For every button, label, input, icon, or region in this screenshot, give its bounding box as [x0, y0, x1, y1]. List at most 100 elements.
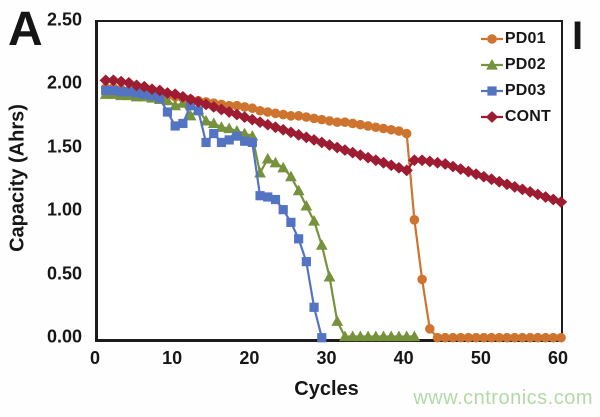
data-point-marker	[116, 87, 126, 97]
data-point-marker	[285, 170, 297, 182]
legend-item-pd03: PD03	[480, 79, 551, 103]
data-point-marker	[347, 118, 358, 129]
data-point-marker	[339, 330, 351, 342]
data-point-marker	[523, 186, 537, 198]
data-point-marker	[531, 188, 545, 201]
data-point-marker	[554, 196, 568, 208]
data-point-marker	[262, 107, 273, 117]
data-point-marker	[431, 156, 444, 169]
y-tick-label: 0.50	[46, 263, 82, 284]
data-point-marker	[385, 330, 398, 342]
legend-item-pd01: PD01	[480, 27, 551, 51]
x-tick-label: 30	[316, 348, 337, 368]
data-point-marker	[255, 191, 265, 201]
data-point-marker	[400, 330, 413, 342]
data-point-marker	[361, 151, 375, 164]
data-point-marker	[315, 239, 328, 250]
data-point-marker	[114, 75, 128, 88]
data-point-marker	[487, 86, 497, 96]
watermark-text: www.cntronics.com	[413, 387, 593, 409]
data-point-marker	[386, 124, 397, 135]
data-point-marker	[485, 58, 498, 70]
diamond-marker-icon	[480, 111, 503, 123]
data-point-marker	[516, 183, 529, 196]
data-point-marker	[417, 274, 427, 285]
data-point-marker	[323, 270, 336, 282]
data-point-marker	[469, 168, 483, 181]
data-point-marker	[294, 234, 304, 244]
y-tick-label: 2.00	[46, 72, 82, 93]
data-point-marker	[301, 257, 311, 267]
data-point-marker	[240, 136, 250, 146]
legend-item-pd02: PD02	[480, 53, 551, 77]
cropped-letter-mark: I	[572, 14, 584, 58]
data-point-marker	[269, 156, 282, 168]
data-point-marker	[145, 83, 159, 96]
data-point-marker	[200, 114, 212, 126]
data-point-marker	[278, 109, 289, 120]
data-point-marker	[286, 217, 296, 227]
x-tick-label: 40	[393, 348, 414, 368]
data-point-marker	[308, 215, 320, 226]
x-tick-label: 50	[470, 348, 491, 368]
x-tick-label: 0	[89, 348, 101, 368]
data-point-marker	[207, 117, 220, 129]
chart-series-canvas	[99, 74, 568, 343]
data-point-marker	[556, 332, 566, 343]
legend-item-cont: CONT	[480, 105, 551, 129]
data-point-marker	[193, 106, 203, 116]
data-point-marker	[162, 107, 173, 117]
data-point-marker	[370, 122, 381, 133]
data-point-marker	[401, 128, 412, 139]
legend-label: PD03	[504, 82, 546, 99]
data-point-marker	[223, 122, 236, 134]
data-point-marker	[247, 137, 257, 148]
data-point-marker	[239, 102, 250, 112]
data-point-marker	[124, 87, 134, 97]
data-point-marker	[261, 152, 274, 164]
legend-label: PD01	[504, 30, 546, 47]
data-point-marker	[355, 119, 366, 130]
data-point-marker	[224, 135, 234, 145]
data-point-marker	[425, 324, 435, 334]
y-tick-label: 1.00	[46, 199, 82, 220]
data-point-marker	[293, 111, 304, 121]
data-point-marker	[317, 333, 327, 343]
x-tick-label: 20	[239, 348, 260, 368]
data-point-marker	[292, 184, 305, 196]
data-point-marker	[354, 149, 367, 161]
data-point-marker	[215, 121, 228, 132]
data-point-marker	[170, 121, 180, 131]
data-point-marker	[161, 87, 174, 99]
data-point-marker	[346, 330, 359, 342]
data-point-marker	[485, 111, 499, 123]
data-point-marker	[408, 330, 421, 342]
y-axis-tick-labels: 2.50 2.00 1.50 1.00 0.50 0.00	[0, 10, 88, 347]
data-point-marker	[462, 165, 475, 178]
data-point-marker	[216, 137, 227, 148]
data-point-marker	[377, 330, 390, 342]
data-point-marker	[176, 90, 190, 103]
plot-area: PD01 PD02 PD03 CONT	[95, 20, 568, 343]
data-point-marker	[107, 74, 120, 87]
data-point-marker	[277, 161, 290, 173]
data-point-marker	[423, 155, 436, 168]
data-point-marker	[178, 118, 188, 129]
data-point-marker	[354, 330, 367, 342]
data-point-marker	[278, 205, 288, 215]
legend: PD01 PD02 PD03 CONT	[480, 27, 551, 129]
data-point-marker	[255, 105, 265, 116]
data-point-marker	[415, 154, 429, 167]
x-axis-tick-labels: 0 10 20 30 40 50 60	[90, 348, 568, 370]
data-point-marker	[270, 108, 281, 119]
data-point-marker	[338, 144, 352, 156]
y-tick-label: 2.50	[46, 9, 82, 30]
legend-label: PD02	[504, 56, 546, 73]
data-point-marker	[301, 112, 312, 122]
data-point-marker	[487, 34, 497, 44]
data-point-marker	[539, 191, 552, 203]
legend-label: CONT	[504, 108, 551, 125]
data-point-marker	[209, 128, 219, 139]
series-pd03	[101, 85, 327, 343]
